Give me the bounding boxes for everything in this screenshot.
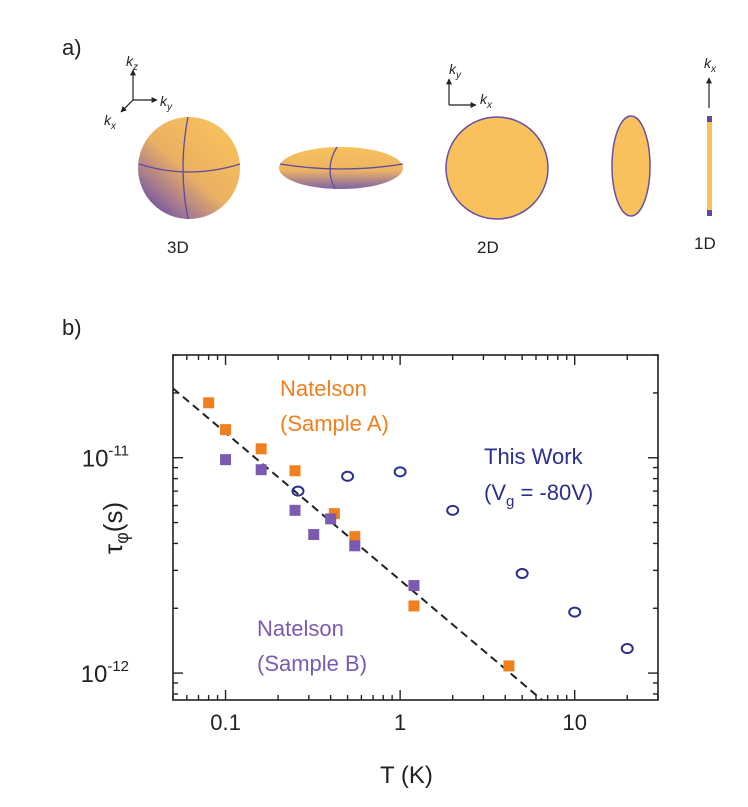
panel-b-label: b) [62,315,82,340]
point-natelson-a [220,424,232,436]
point-this-work [446,504,460,516]
fermi-ellipsoid-3d [279,146,404,190]
x-axis-label: T (K) [380,762,433,789]
x-tick-labels: 0.1 1 10 [210,710,587,735]
point-natelson-b [289,504,301,516]
point-natelson-b [220,454,232,466]
point-this-work [291,485,305,497]
point-natelson-b [408,580,420,592]
y-axis-label: τφ(s) [98,502,132,554]
series-natelson-a [203,397,515,672]
annotation-this-work-line2: (Vg = -80V) [484,480,593,510]
fermi-line-1d [707,116,712,216]
point-natelson-a [203,397,215,409]
point-natelson-a [408,600,420,612]
plot-frame [172,354,659,701]
annotation-sample-b-line2: (Sample B) [257,651,367,676]
x-tick-label: 10 [562,710,586,735]
x-tick-label: 1 [394,710,406,735]
y-tick-label: 10-11 [82,443,129,473]
axis-3d-kx: kx [104,112,117,132]
point-natelson-b [255,464,267,476]
fermi-sphere-3d [138,116,241,220]
label-3d: 3D [167,238,189,257]
series-this-work [291,466,634,655]
point-natelson-a [289,465,301,477]
axis-3d-ky: ky [160,93,173,113]
point-this-work [515,568,529,580]
axes-2d-icon [446,78,477,108]
annotation-sample-b-line1: Natelson [257,616,344,641]
annotation-this-work-line1: This Work [484,444,584,469]
series-natelson-b [220,454,420,592]
axis-2d-kx: kx [480,91,493,111]
y-tick-label: 10-12 [81,658,129,688]
annotation-sample-a-line2: (Sample A) [280,411,389,436]
axis-ticks [172,354,659,700]
x-tick-label: 0.1 [210,710,241,735]
point-natelson-b [325,513,337,525]
point-natelson-b [308,529,320,541]
point-this-work [568,606,582,618]
point-natelson-a [349,531,361,543]
label-1d: 1D [694,234,716,253]
point-natelson-b [349,540,361,552]
fermi-ellipse-2d [611,115,651,217]
axis-1d-kx: kx [704,55,717,75]
fermi-disk-2d [445,116,549,220]
axis-2d-ky: ky [449,61,462,81]
label-2d: 2D [477,238,499,257]
axis-3d-kz: kz [126,53,138,73]
annotation-sample-a-line1: Natelson [280,376,367,401]
panel-a-label: a) [62,35,82,60]
y-tick-labels: 10-12 10-11 [81,443,129,688]
point-this-work [620,643,634,655]
point-this-work [393,466,407,478]
axes-3d-icon [120,69,158,113]
point-natelson-a [503,660,515,672]
point-natelson-a [255,443,267,455]
point-this-work [341,470,355,482]
